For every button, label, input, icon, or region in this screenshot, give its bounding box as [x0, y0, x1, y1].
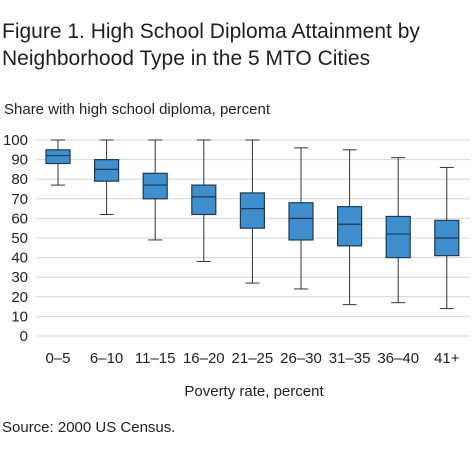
iqr-box: [191, 184, 217, 216]
y-tick-label: 70: [11, 191, 28, 208]
y-axis-title: Share with high school diploma, percent: [4, 101, 270, 118]
x-tick-label: 0–5: [45, 350, 70, 367]
box-6: [288, 147, 314, 290]
x-tick-label: 11–15: [135, 350, 176, 367]
y-tick-label: 50: [11, 230, 28, 247]
x-tick-label: 21–25: [232, 350, 274, 367]
iqr-box: [93, 159, 120, 182]
box-1: [45, 139, 71, 186]
source-note: Source: 2000 US Census.: [2, 419, 176, 436]
figure-title: Figure 1. High School Diploma Attainment…: [2, 18, 472, 72]
x-tick-label: 26–30: [280, 350, 322, 367]
x-tick-label: 6–10: [90, 350, 123, 367]
title-line-2: Neighborhood Type in the 5 MTO Cities: [2, 47, 371, 70]
iqr-box: [385, 215, 411, 259]
x-axis-title: Poverty rate, percent: [184, 383, 324, 400]
y-tick-label: 20: [11, 289, 28, 306]
box-4: [191, 139, 217, 263]
x-tick-label: 31–35: [329, 350, 371, 367]
box-7: [337, 149, 363, 306]
box-9: [434, 166, 460, 310]
box-5: [239, 139, 265, 284]
y-tick-label: 30: [11, 269, 28, 286]
box-2: [93, 139, 120, 215]
y-tick-label: 40: [11, 250, 28, 267]
iqr-box: [288, 202, 314, 241]
title-line-1: Figure 1. High School Diploma Attainment…: [2, 20, 420, 43]
iqr-box: [239, 192, 265, 229]
box-8: [385, 157, 411, 304]
iqr-box: [142, 172, 168, 200]
box-3: [142, 139, 168, 241]
y-tick-label: 80: [11, 171, 28, 188]
y-tick-label: 0: [20, 328, 28, 345]
x-tick-label: 41+: [434, 350, 460, 367]
y-tick-label: 100: [3, 132, 28, 149]
x-tick-label: 16–20: [183, 350, 225, 367]
iqr-box: [45, 149, 71, 165]
y-tick-label: 60: [11, 210, 28, 227]
x-tick-label: 36–40: [377, 350, 419, 367]
y-tick-label: 10: [11, 308, 28, 325]
iqr-box: [337, 206, 363, 247]
y-tick-label: 90: [11, 152, 28, 169]
